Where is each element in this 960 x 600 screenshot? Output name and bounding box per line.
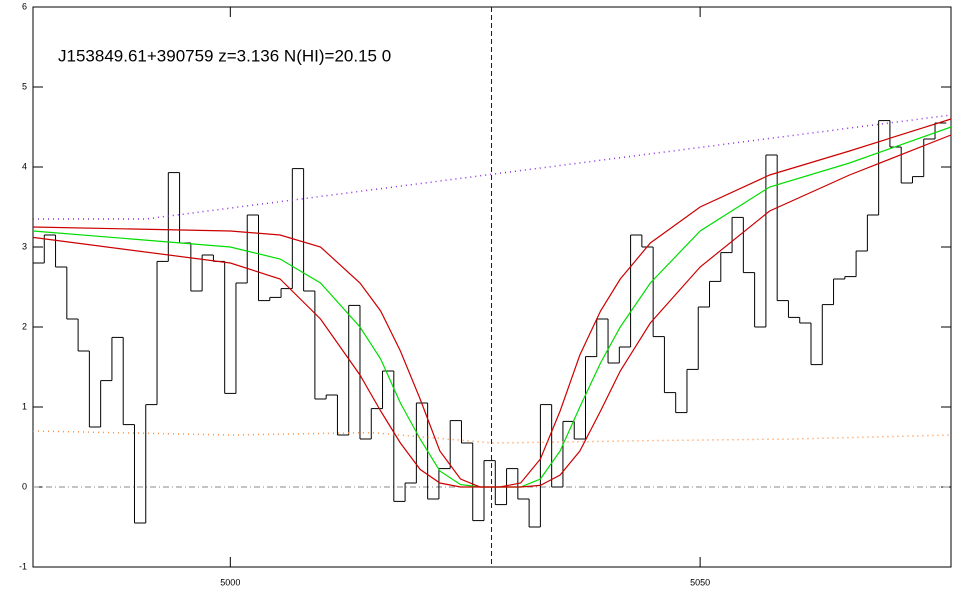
model-line: [32, 134, 952, 488]
chart-title: J153849.61+390759 z=3.136 N(HI)=20.15 0: [58, 46, 391, 65]
y-tick-label: 6: [22, 1, 27, 11]
x-tick-label: 5000: [220, 577, 240, 587]
y-tick-label: 2: [22, 321, 27, 331]
y-tick-label: 0: [22, 481, 27, 491]
y-tick-label: 3: [22, 241, 27, 251]
y-tick-label: 1: [22, 401, 27, 411]
x-tick-label: 5050: [690, 577, 710, 587]
y-tick-label: -1: [19, 561, 27, 571]
y-tick-label: 5: [22, 81, 27, 91]
model-line: [32, 430, 952, 444]
y-tick-label: 4: [22, 161, 27, 171]
